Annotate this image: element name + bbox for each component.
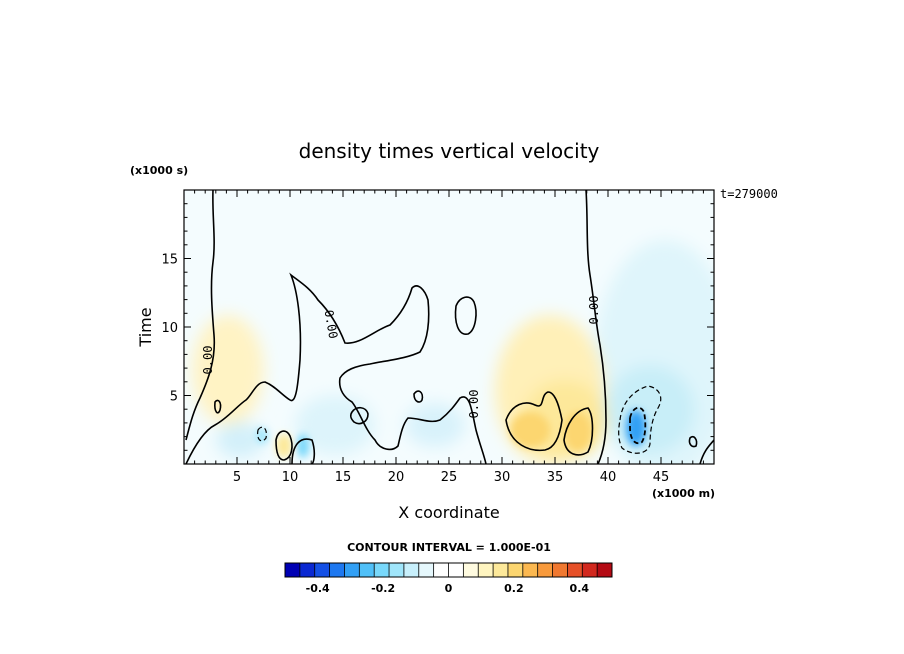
zero-label-mid: 0.00 — [467, 390, 481, 419]
colorbar-segment — [344, 563, 360, 577]
core-yellow-1 — [510, 412, 550, 448]
negative-contour-outer — [618, 385, 662, 454]
contour-interval-label: CONTOUR INTERVAL = 1.000E-01 — [347, 541, 551, 554]
zero-contour-left — [185, 190, 216, 441]
x-axis: 5 10 15 20 25 30 35 40 45 — [194, 190, 704, 485]
x-tick-label: 30 — [494, 470, 511, 485]
colorbar: -0.4 -0.2 0 0.2 0.4 — [284, 562, 613, 595]
colorbar-segment — [448, 563, 464, 577]
x-tick-label: 10 — [282, 470, 299, 485]
x-unit-label: (x1000 m) — [652, 487, 715, 500]
plot-area: 0.00 0.00 0.00 0.00 — [184, 190, 714, 464]
core-yellow-2 — [564, 412, 592, 452]
cell-blue-left — [216, 422, 264, 458]
contour-blob-3 — [275, 430, 293, 461]
colorbar-segment — [389, 563, 405, 577]
contour-small-3 — [688, 435, 698, 448]
core-blue-2 — [297, 434, 309, 458]
colorbar-tick-label: 0 — [445, 582, 453, 595]
x-tick-label: 15 — [335, 470, 352, 485]
colorbar-segment — [463, 563, 479, 577]
colorbar-segment — [359, 563, 375, 577]
timestamp-label: t=279000 — [720, 187, 778, 201]
x-tick-label: 45 — [653, 470, 670, 485]
colorbar-segment — [522, 563, 539, 577]
x-tick-label: 25 — [441, 470, 458, 485]
colorbar-tick-label: 0.2 — [504, 582, 524, 595]
y-axis-label: Time — [136, 307, 155, 347]
contour-small-2 — [413, 390, 424, 403]
zero-label-center: 0.00 — [322, 309, 341, 340]
cell-blue-mid — [295, 395, 375, 455]
colorbar-segment — [403, 563, 420, 577]
x-axis-label: X coordinate — [398, 503, 499, 522]
colorbar-segment — [567, 563, 583, 577]
contour-blob-2 — [563, 407, 594, 456]
contour-small-1 — [214, 399, 222, 414]
negative-contour-inner — [629, 406, 647, 445]
core-yellow-3 — [276, 434, 292, 458]
negative-contour-small — [257, 426, 267, 442]
colorbar-segment — [507, 563, 524, 577]
colorbar-segment — [537, 563, 553, 577]
x-tick-label: 5 — [233, 470, 241, 485]
contour-blob-1 — [505, 391, 563, 452]
colorbar-segment — [285, 563, 301, 577]
y-tick-label: 5 — [170, 390, 178, 405]
colorbar-frame — [284, 562, 613, 578]
colorbar-segment — [314, 563, 330, 577]
cell-blue-mid2 — [405, 403, 465, 447]
x-tick-label: 35 — [547, 470, 564, 485]
y-axis: 5 10 15 — [161, 203, 714, 451]
contour-labels: 0.00 0.00 0.00 0.00 — [201, 296, 601, 419]
closed-contour-small — [349, 406, 369, 425]
cell-yellow-left — [192, 315, 264, 425]
y-unit-label: (x1000 s) — [130, 164, 188, 177]
cell-light-blue-right — [605, 365, 695, 455]
colorbar-segment — [299, 563, 316, 577]
colorbar-segment — [374, 563, 390, 577]
colorbar-tick-label: -0.2 — [371, 582, 395, 595]
zero-contour-central-tongue — [185, 272, 487, 464]
colorbar-segment — [329, 563, 345, 577]
contour-blob-4 — [291, 438, 316, 464]
x-tick-label: 40 — [600, 470, 617, 485]
colorbar-segment — [493, 563, 509, 577]
colorbar-segment — [582, 563, 598, 577]
contour-right-edge — [699, 439, 714, 464]
closed-contour-upper — [454, 296, 477, 335]
y-tick-label: 15 — [161, 253, 178, 268]
zero-label-right: 0.00 — [587, 296, 601, 325]
colorbar-segment — [597, 563, 613, 577]
colorbar-tick-label: -0.4 — [306, 582, 330, 595]
negative-contours — [257, 385, 662, 454]
y-tick-label: 10 — [161, 321, 178, 336]
chart-title: density times vertical velocity — [299, 139, 600, 163]
colorbar-segment — [433, 563, 449, 577]
zero-contour-right — [585, 190, 607, 464]
colorbar-tick-label: 0.4 — [570, 582, 590, 595]
zero-label-left: 0.00 — [201, 346, 215, 375]
x-tick-label: 20 — [388, 470, 405, 485]
colorbar-segment — [478, 563, 494, 577]
colorbar-segment — [552, 563, 568, 577]
colorbar-segment — [418, 563, 435, 577]
contour-lines — [185, 190, 714, 464]
